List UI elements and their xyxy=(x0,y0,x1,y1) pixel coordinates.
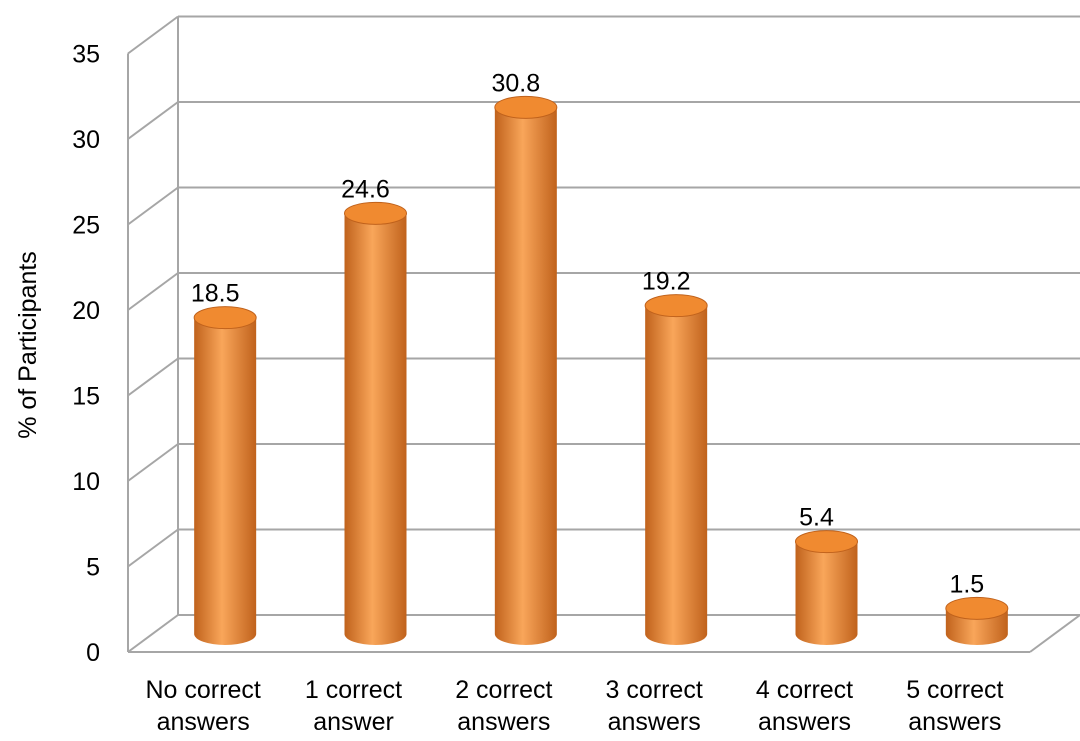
y-tick-label: 20 xyxy=(72,297,100,325)
y-tick-label: 15 xyxy=(72,383,100,411)
gridline-side xyxy=(127,528,179,568)
y-axis-label: % of Participants xyxy=(14,251,42,439)
x-tick-label: 2 correct answers xyxy=(455,676,552,736)
x-tick-label: No correct answers xyxy=(146,676,261,736)
x-tick-label: 4 correct answers xyxy=(756,676,853,736)
bars xyxy=(193,95,1009,645)
x-tick-label-line: answers xyxy=(157,708,250,736)
bar-body xyxy=(795,541,858,645)
data-label: 19.2 xyxy=(642,268,691,296)
x-tick-label-line: 4 correct xyxy=(756,676,853,704)
x-tick-label-line: 2 correct xyxy=(455,676,552,704)
bar xyxy=(795,530,858,645)
gridline-side xyxy=(127,15,179,55)
bar xyxy=(344,201,407,645)
y-tick-label: 5 xyxy=(86,554,100,582)
bar-top xyxy=(344,201,407,225)
data-labels: 18.5 24.6 30.8 19.2 5.4 1.5 xyxy=(191,69,984,598)
y-tick-label: 35 xyxy=(72,41,100,69)
x-tick-label: 1 correct answer xyxy=(305,676,402,736)
gridlines xyxy=(127,15,1080,653)
x-tick-label-line: answer xyxy=(313,708,394,736)
bar-top xyxy=(193,306,257,330)
y-axis-tick-labels: 0 5 10 15 20 25 30 35 xyxy=(72,41,100,668)
x-tick-label-line: 1 correct xyxy=(305,676,402,704)
bar-body xyxy=(194,317,257,645)
x-tick-label: 3 correct answers xyxy=(606,676,703,736)
bar-top xyxy=(795,530,858,554)
x-tick-label-line: answers xyxy=(908,708,1001,736)
floor-edge xyxy=(1029,614,1080,653)
y-tick-label: 0 xyxy=(86,639,100,667)
gridline-side xyxy=(127,272,179,311)
bar xyxy=(494,95,558,645)
x-axis-tick-labels: No correct answers 1 correct answer 2 correc… xyxy=(146,676,1004,736)
gridline-side xyxy=(127,357,179,397)
bar xyxy=(945,596,1009,645)
gridline-side xyxy=(127,443,179,482)
x-tick-label-line: answers xyxy=(758,708,851,736)
x-tick-label-line: 3 correct xyxy=(606,676,703,704)
bar-top xyxy=(494,95,558,119)
bar-body xyxy=(494,107,557,645)
y-tick-label: 10 xyxy=(72,468,100,496)
bar-body xyxy=(344,213,407,645)
x-tick-label: 5 correct answers xyxy=(906,676,1003,736)
data-label: 18.5 xyxy=(191,280,240,308)
data-label: 5.4 xyxy=(799,504,834,532)
bar xyxy=(644,294,708,645)
x-tick-label-line: answers xyxy=(608,708,701,736)
x-tick-label-line: No correct xyxy=(146,676,261,704)
data-label: 30.8 xyxy=(491,69,540,97)
data-label: 1.5 xyxy=(949,570,984,598)
bar-body xyxy=(645,305,708,645)
bar-top xyxy=(644,294,708,318)
x-tick-label-line: 5 correct xyxy=(906,676,1003,704)
y-tick-label: 25 xyxy=(72,212,100,240)
data-label: 24.6 xyxy=(341,175,390,203)
gridline-side xyxy=(127,101,179,140)
gridline-side xyxy=(127,614,179,653)
bar xyxy=(193,306,257,645)
bar-top xyxy=(945,596,1009,620)
gridline-side xyxy=(127,186,179,226)
y-tick-label: 30 xyxy=(72,126,100,154)
x-tick-label-line: answers xyxy=(457,708,550,736)
